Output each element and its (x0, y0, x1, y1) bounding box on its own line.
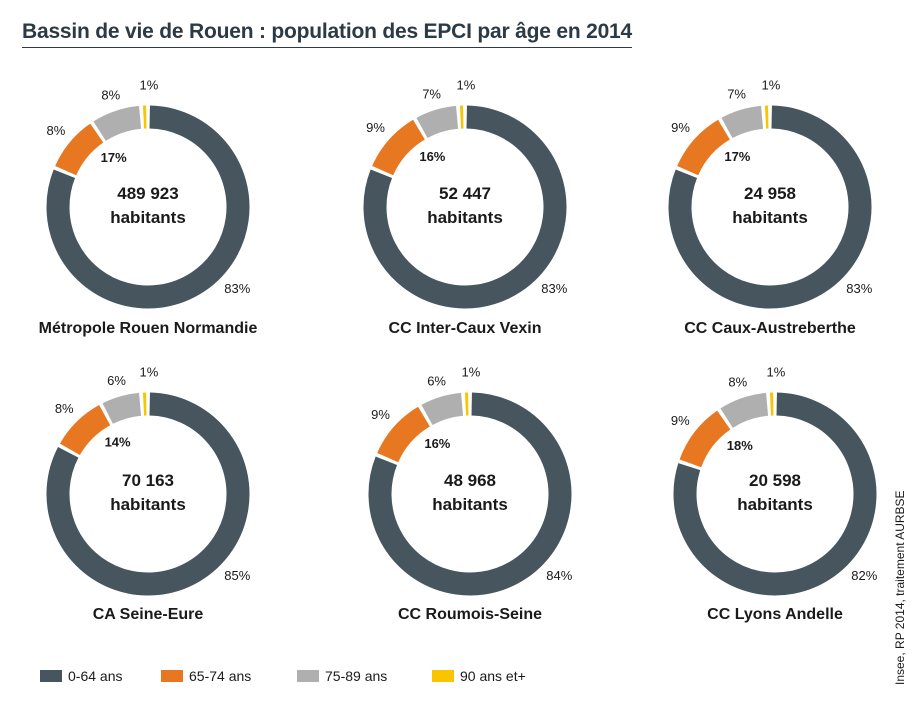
population-value: 24 958 (744, 184, 796, 203)
percent-label-65-plus: 17% (101, 150, 127, 165)
percent-label-65-plus: 16% (424, 436, 450, 451)
epci-name: CA Seine-Eure (93, 606, 204, 623)
donut-segment-65-74 (372, 119, 426, 176)
donut-segment-75-89 (93, 105, 142, 142)
donut-segment-75-89 (720, 392, 769, 429)
legend-swatch-75-89 (297, 670, 319, 682)
source-note: Insee, RP 2014, traitement AURBSE (893, 490, 907, 685)
population-unit: habitants (732, 208, 808, 227)
donut-segment-65-74 (55, 123, 104, 176)
percent-label-65-74: 9% (671, 120, 690, 135)
percent-label-0-64: 83% (846, 281, 872, 296)
population-value: 20 598 (749, 471, 801, 490)
donut-segment-0-64 (668, 105, 872, 309)
donut-segment-0-64 (673, 392, 877, 596)
population-value: 52 447 (439, 184, 491, 203)
epci-name: CC Caux-Austreberthe (684, 320, 856, 337)
percent-label-90-plus: 1% (456, 78, 475, 93)
percent-label-65-74: 8% (55, 401, 74, 416)
donut-segment-0-64 (363, 105, 567, 309)
donut-segment-75-89 (102, 392, 142, 424)
percent-label-90-plus: 1% (766, 365, 785, 380)
population-unit: habitants (110, 208, 186, 227)
population-unit: habitants (737, 495, 813, 514)
donut-chart: 83% 8% 8% 1% 17% 489 923 habitants Métropole Ro… (39, 78, 258, 337)
population-value: 48 968 (444, 471, 496, 490)
legend-item-75-89: 75-89 ans (297, 668, 387, 684)
legend-item-90-plus: 90 ans et+ (432, 668, 526, 684)
percent-label-75-89: 8% (101, 88, 120, 103)
donut-segment-0-64 (46, 392, 250, 596)
donut-segment-75-89 (721, 105, 764, 139)
percent-label-75-89: 7% (422, 86, 441, 101)
donut-chart: 82% 9% 8% 1% 18% 20 598 habitants CC Lyons Ande… (671, 365, 878, 623)
percent-label-65-plus: 18% (727, 438, 753, 453)
donut-segment-0-64 (46, 105, 250, 309)
percent-label-90-plus: 1% (139, 365, 158, 380)
donut-segment-65-74 (679, 410, 731, 468)
donut-segment-0-64 (368, 392, 572, 596)
percent-label-75-89: 6% (427, 373, 446, 388)
percent-label-65-74: 9% (371, 407, 390, 422)
percent-label-65-plus: 16% (419, 149, 445, 164)
percent-label-0-64: 84% (546, 568, 572, 583)
percent-label-0-64: 83% (224, 281, 250, 296)
legend-label-65-74: 65-74 ans (189, 668, 252, 684)
donut-chart: 83% 9% 7% 1% 16% 52 447 habitants CC Inter-Caux… (363, 78, 568, 337)
population-value: 489 923 (117, 184, 178, 203)
percent-label-75-89: 6% (107, 373, 126, 388)
legend-label-90-plus: 90 ans et+ (460, 668, 526, 684)
donut-segment-65-74 (677, 119, 731, 176)
legend-swatch-0-64 (40, 670, 62, 682)
donut-chart: 83% 9% 7% 1% 17% 24 958 habitants CC Caux-Austr… (668, 78, 873, 337)
legend-swatch-65-74 (161, 670, 183, 682)
epci-name: CC Roumois-Seine (398, 606, 542, 623)
population-unit: habitants (427, 208, 503, 227)
population-unit: habitants (432, 495, 508, 514)
percent-label-90-plus: 1% (461, 365, 480, 380)
legend-label-0-64: 0-64 ans (68, 668, 123, 684)
donut-chart: 85% 8% 6% 1% 14% 70 163 habitants CA Seine-Eure (46, 365, 251, 623)
legend-label-75-89: 75-89 ans (325, 668, 388, 684)
epci-name: CC Lyons Andelle (707, 606, 843, 623)
donut-chart: 84% 9% 6% 1% 16% 48 968 habitants CC Roumois-Se… (368, 365, 573, 623)
percent-label-65-plus: 14% (105, 435, 131, 450)
percent-label-0-64: 82% (851, 568, 877, 583)
percent-label-65-74: 9% (366, 120, 385, 135)
percent-label-65-plus: 17% (724, 149, 750, 164)
donut-segment-65-74 (377, 406, 431, 463)
population-value: 70 163 (122, 471, 174, 490)
epci-name: CC Inter-Caux Vexin (389, 320, 542, 337)
percent-label-90-plus: 1% (139, 78, 158, 93)
chart-title: Bassin de vie de Rouen : population des … (22, 20, 632, 48)
percent-label-65-74: 8% (46, 123, 65, 138)
percent-label-75-89: 8% (728, 375, 747, 390)
population-unit: habitants (110, 495, 186, 514)
percent-label-0-64: 85% (224, 568, 250, 583)
percent-label-0-64: 83% (541, 281, 567, 296)
percent-label-90-plus: 1% (761, 78, 780, 93)
epci-name: Métropole Rouen Normandie (39, 320, 258, 337)
percent-label-65-74: 9% (671, 413, 690, 428)
donut-segment-75-89 (416, 105, 459, 139)
legend-item-65-74: 65-74 ans (161, 668, 251, 684)
legend-swatch-90-plus (432, 670, 454, 682)
donut-segment-65-74 (59, 405, 111, 456)
percent-label-75-89: 7% (727, 86, 746, 101)
legend-item-0-64: 0-64 ans (40, 668, 122, 684)
donut-segment-75-89 (421, 392, 464, 426)
